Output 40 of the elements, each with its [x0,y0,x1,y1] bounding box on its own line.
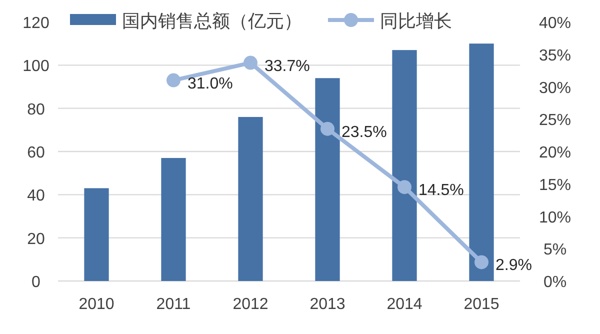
y2-tick-label: 30% [538,80,572,97]
point [474,255,488,270]
y2-tick-label: 15% [538,176,572,194]
data-label: 2.9% [496,257,532,274]
legend-label: 国内销售总额（亿元） [122,11,302,31]
x-tick-label: 2013 [310,296,346,313]
y2-tick-label: 25% [538,112,572,130]
bar [84,188,109,281]
y2-tick-label: 10% [538,209,572,226]
point [398,180,412,194]
y-tick-label: 40 [27,188,45,205]
data-label: 33.7% [264,58,310,75]
data-label: 23.5% [342,124,387,141]
point [320,122,334,136]
y-tick-label: 0 [32,274,41,291]
bar [469,44,494,281]
data-label: 14.5% [418,182,464,200]
y2-tick-label: 35% [538,47,572,64]
y-tick-label: 60 [27,144,45,162]
x-tick-label: 2012 [232,296,268,313]
y-tick-label: 80 [27,101,45,118]
x-tick-label: 2015 [464,296,500,313]
bar [315,78,340,281]
y-tick-label: 20 [27,230,45,248]
bar [161,158,186,281]
bar [392,50,417,281]
point [244,56,258,70]
x-tick-label: 2010 [78,296,114,313]
y-tick-label: 100 [22,58,50,76]
bar [238,116,263,281]
point [166,73,180,88]
y2-tick-label: 20% [538,144,572,162]
y2-tick-label: 5% [543,242,567,259]
y2-tick-label: 0% [543,274,567,291]
y2-tick-label: 40% [538,15,572,32]
y-tick-label: 120 [22,15,50,32]
legend-label: 同比增长 [380,11,452,31]
data-label: 31.0% [188,75,233,92]
x-tick-label: 2011 [156,296,191,313]
x-tick-label: 2014 [386,296,422,313]
